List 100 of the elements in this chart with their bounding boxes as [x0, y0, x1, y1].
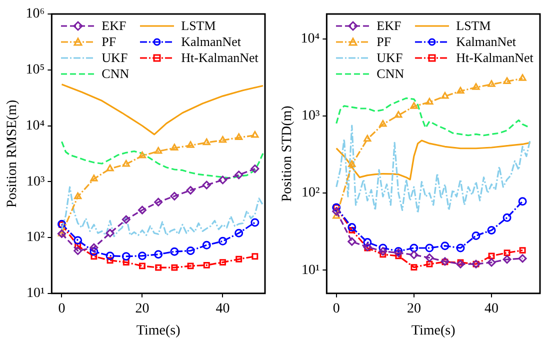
point — [518, 74, 526, 81]
legend-label: EKF — [102, 18, 126, 34]
point — [348, 226, 356, 234]
x-tick-label: 20 — [135, 301, 150, 316]
point — [379, 120, 387, 127]
x-tick-label: 0 — [332, 301, 340, 316]
y-tick-label: 10² — [301, 186, 320, 201]
point — [503, 77, 511, 84]
point — [218, 136, 227, 143]
x-tick-label: 40 — [484, 301, 499, 316]
point — [234, 228, 244, 238]
point — [90, 174, 98, 182]
point — [234, 170, 244, 180]
line-series — [336, 124, 532, 214]
y-axis-title: Position RMSE(m) — [5, 99, 20, 208]
point — [154, 146, 162, 154]
point — [378, 244, 388, 252]
y-tick-label: 10⁴ — [26, 118, 45, 134]
point — [456, 244, 465, 252]
y-axis-title: Position STD(m) — [280, 105, 296, 202]
point — [410, 244, 418, 252]
point — [518, 197, 527, 206]
point — [332, 207, 341, 216]
point — [410, 264, 418, 271]
point — [519, 247, 526, 254]
point — [410, 250, 418, 260]
point — [171, 264, 178, 271]
x-axis-title: Time(s) — [136, 323, 181, 338]
point — [122, 160, 130, 167]
point — [251, 131, 259, 138]
point — [378, 247, 388, 256]
point — [154, 198, 163, 206]
point — [106, 252, 114, 260]
point — [236, 256, 242, 262]
point — [426, 260, 433, 268]
point — [106, 228, 114, 238]
legend-label: UKF — [376, 50, 403, 66]
point — [202, 138, 210, 146]
point — [139, 262, 146, 270]
x-axis-title: Time(s) — [411, 323, 456, 338]
y-tick-label: 10⁵ — [26, 62, 45, 78]
point — [250, 218, 260, 227]
point — [170, 192, 179, 200]
point — [348, 223, 356, 232]
point — [252, 253, 258, 260]
point — [426, 98, 434, 105]
point — [74, 192, 82, 200]
legend-label: UKF — [102, 50, 128, 66]
point — [170, 247, 179, 256]
point — [250, 164, 260, 174]
point — [187, 262, 194, 270]
point — [502, 255, 512, 264]
y-tick-label: 10¹ — [301, 262, 320, 278]
x-tick-label: 40 — [216, 301, 230, 316]
point — [170, 144, 178, 150]
point — [363, 238, 372, 247]
point — [348, 237, 356, 246]
point — [410, 102, 418, 109]
point — [472, 83, 480, 90]
x-tick-label: 0 — [58, 301, 66, 316]
point — [348, 160, 356, 167]
point — [122, 259, 130, 266]
point — [106, 257, 114, 264]
point — [332, 212, 340, 219]
point — [122, 215, 130, 224]
point — [394, 111, 402, 118]
point — [122, 252, 130, 261]
legend-label: PF — [376, 34, 392, 50]
legend-label: EKF — [376, 18, 402, 34]
point — [202, 240, 211, 250]
point — [220, 259, 226, 266]
point — [440, 242, 450, 250]
y-tick-label: 10³ — [301, 108, 320, 124]
y-tick-label: 10⁶ — [26, 6, 45, 22]
legend-label: CNN — [376, 66, 404, 82]
legend-label: Ht-KalmanNet — [181, 50, 258, 66]
point — [218, 176, 227, 184]
point — [90, 253, 98, 260]
point — [154, 250, 163, 259]
point — [488, 80, 496, 87]
point — [90, 243, 98, 252]
y-tick-label: 10³ — [26, 174, 45, 190]
point — [90, 247, 98, 256]
legend-label: CNN — [102, 66, 130, 82]
point — [487, 226, 496, 234]
legend-label: PF — [102, 34, 116, 50]
point — [186, 246, 195, 255]
point — [74, 236, 82, 245]
y-tick-label: 10² — [26, 230, 45, 246]
point — [457, 259, 464, 266]
point — [186, 141, 194, 148]
point — [155, 264, 162, 271]
x-tick-label: 20 — [406, 301, 421, 316]
point — [138, 152, 146, 158]
point — [138, 206, 146, 214]
point — [456, 260, 465, 268]
legend-label: KalmanNet — [181, 34, 242, 50]
y-tick-label: 10⁴ — [300, 32, 320, 47]
legend-label: LSTM — [456, 18, 491, 34]
y-tick-label: 10¹ — [26, 286, 45, 302]
